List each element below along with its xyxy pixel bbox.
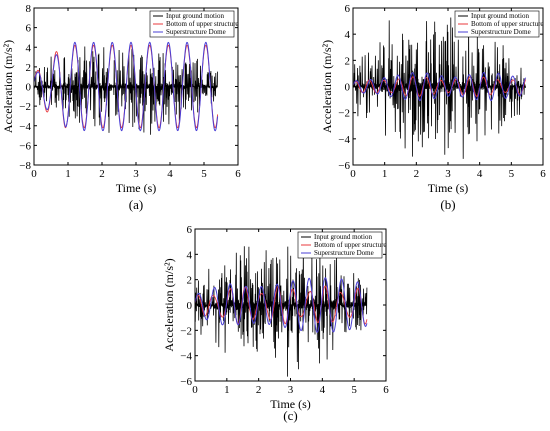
- y-tick-label: 8: [26, 3, 32, 15]
- chart-panel-b: 0 1 2 3 4 5 6 −6 −4 −2 0 2 4 6 Time (s) Acceleration (m…: [320, 3, 546, 212]
- x-tick-label: 3: [288, 384, 294, 396]
- legend-box: [149, 10, 235, 38]
- y-tick-label: 2: [187, 275, 193, 287]
- x-tick-label: 2: [414, 168, 420, 180]
- y-tick-label: −4: [338, 134, 350, 146]
- legend-entry: Bottom of upper structure: [471, 20, 544, 28]
- x-tick-label: 2: [256, 384, 262, 396]
- x-axis-title: Time (s): [270, 397, 311, 411]
- y-tick-label: 4: [26, 42, 32, 54]
- plot-lines: [195, 243, 368, 377]
- series-line-superstructure-dome: [34, 41, 219, 132]
- y-tick-label: 2: [26, 62, 32, 74]
- y-tick-label: −2: [338, 108, 350, 120]
- x-tick-label: 4: [477, 168, 483, 180]
- y-tick-label: −4: [19, 121, 31, 133]
- legend-entry: Bottom of upper structure: [166, 20, 239, 28]
- y-tick-label: −6: [19, 140, 31, 152]
- y-axis-title: Acceleration (m/s²): [162, 258, 176, 351]
- series-line-superstructure-dome: [353, 72, 527, 102]
- x-tick-label: 0: [350, 168, 356, 180]
- y-tick-label: −4: [180, 351, 192, 363]
- x-tick-label: 6: [540, 168, 546, 180]
- y-tick-label: 6: [345, 3, 351, 15]
- y-tick-label: 0: [26, 82, 32, 94]
- y-tick-label: −6: [180, 376, 192, 388]
- x-tick-label: 0: [192, 384, 198, 396]
- y-tick-label: 0: [187, 300, 193, 312]
- plot-lines: [353, 8, 527, 159]
- x-tick-label: 4: [320, 384, 326, 396]
- panel-label: (a): [129, 197, 143, 212]
- x-tick-label: 3: [133, 168, 139, 180]
- series-line-input-ground-motion: [195, 243, 368, 377]
- y-tick-label: −6: [338, 160, 350, 172]
- y-axis-title: Acceleration (m/s²): [320, 40, 334, 133]
- legend-entry: Superstructure Dome: [166, 28, 226, 36]
- x-tick-label: 5: [351, 384, 357, 396]
- x-tick-label: 5: [201, 168, 207, 180]
- x-tick-label: 1: [382, 168, 388, 180]
- panel-label: (c): [283, 408, 297, 423]
- chart-panel-a: 0 1 2 3 4 5 6 −8 −6 −4 −2 0 2 4 6 8 Time (s) Acceleration…: [1, 3, 241, 212]
- legend-entry: Bottom of upper structure: [314, 241, 387, 249]
- y-tick-label: −8: [19, 160, 31, 172]
- plot-lines: [34, 41, 219, 135]
- x-axis-title: Time (s): [428, 181, 469, 195]
- series-line-superstructure-dome: [195, 277, 368, 333]
- x-tick-label: 1: [65, 168, 71, 180]
- x-tick-label: 5: [509, 168, 515, 180]
- chart-panel-c: 0 1 2 3 4 5 6 −6 −4 −2 0 2 4 6 Time (s) Acceleration (m…: [162, 224, 389, 423]
- series-line-input-ground-motion: [34, 46, 218, 135]
- x-tick-label: 4: [167, 168, 173, 180]
- series-line-input-ground-motion: [353, 8, 526, 159]
- y-tick-label: 6: [187, 224, 193, 236]
- legend-entry: Input ground motion: [471, 12, 529, 20]
- x-tick-label: 6: [383, 384, 389, 396]
- legend-entry: Input ground motion: [314, 233, 372, 241]
- x-tick-label: 6: [235, 168, 241, 180]
- legend-entry: Superstructure Dome: [314, 249, 374, 257]
- x-tick-label: 3: [445, 168, 451, 180]
- x-tick-label: 2: [99, 168, 105, 180]
- y-tick-label: 4: [187, 249, 193, 261]
- legend-box: [297, 231, 383, 259]
- y-tick-label: 4: [345, 29, 351, 41]
- legend-entry: Input ground motion: [166, 12, 224, 20]
- panel-label: (b): [440, 197, 455, 212]
- x-tick-label: 0: [31, 168, 37, 180]
- y-tick-label: 0: [345, 82, 351, 94]
- y-tick-label: −2: [180, 325, 192, 337]
- y-axis-title: Acceleration (m/s²): [1, 40, 15, 133]
- legend-box: [454, 10, 540, 38]
- legend-entry: Superstructure Dome: [471, 28, 531, 36]
- x-tick-label: 1: [224, 384, 230, 396]
- y-tick-label: −2: [19, 101, 31, 113]
- y-tick-label: 6: [26, 23, 32, 35]
- y-tick-label: 2: [345, 55, 351, 67]
- x-axis-title: Time (s): [116, 181, 157, 195]
